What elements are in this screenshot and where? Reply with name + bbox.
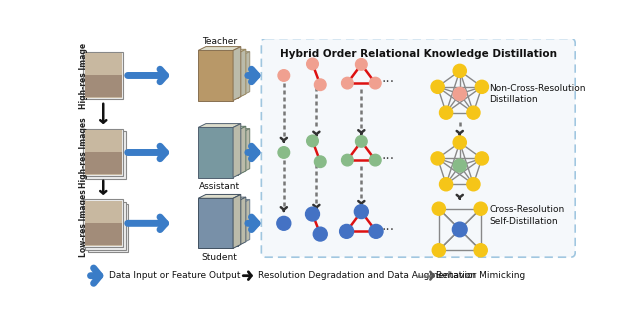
Circle shape [369, 154, 381, 166]
Text: ...: ... [381, 71, 395, 85]
FancyBboxPatch shape [85, 131, 125, 179]
Circle shape [431, 152, 444, 165]
Text: Assistant: Assistant [199, 182, 240, 191]
Circle shape [277, 216, 291, 230]
FancyBboxPatch shape [90, 206, 127, 250]
Circle shape [355, 205, 368, 219]
Polygon shape [233, 124, 241, 178]
Circle shape [476, 80, 488, 93]
Text: Behavior Mimicking: Behavior Mimicking [436, 271, 525, 280]
Polygon shape [209, 53, 238, 98]
Polygon shape [217, 56, 242, 96]
Text: Non-Cross-Resolution
Distillation: Non-Cross-Resolution Distillation [489, 83, 586, 104]
Circle shape [369, 224, 383, 238]
Polygon shape [198, 50, 233, 100]
Circle shape [369, 77, 381, 89]
Circle shape [313, 227, 327, 241]
FancyBboxPatch shape [83, 199, 124, 247]
Text: High-res Image: High-res Image [79, 42, 88, 108]
Polygon shape [209, 197, 246, 201]
Polygon shape [217, 133, 242, 172]
FancyBboxPatch shape [90, 228, 127, 249]
Text: ...: ... [381, 219, 395, 233]
FancyBboxPatch shape [84, 75, 122, 97]
Polygon shape [198, 195, 241, 198]
FancyBboxPatch shape [87, 155, 124, 176]
Polygon shape [238, 197, 246, 246]
Text: Cross-Resolution
Self-Distillation: Cross-Resolution Self-Distillation [489, 205, 564, 226]
FancyBboxPatch shape [261, 39, 575, 257]
Circle shape [453, 87, 467, 100]
Circle shape [440, 178, 452, 191]
Polygon shape [198, 198, 233, 248]
Polygon shape [198, 124, 241, 127]
Text: Hybrid Order Relational Knowledge Distillation: Hybrid Order Relational Knowledge Distil… [280, 49, 557, 59]
Circle shape [278, 70, 290, 81]
Circle shape [307, 135, 318, 147]
Circle shape [476, 152, 488, 165]
FancyBboxPatch shape [87, 133, 124, 177]
FancyBboxPatch shape [83, 52, 124, 100]
Polygon shape [198, 47, 241, 50]
Circle shape [440, 106, 452, 119]
Circle shape [453, 136, 467, 149]
Text: Resolution Degradation and Data Augmentation: Resolution Degradation and Data Augmenta… [259, 271, 476, 280]
Circle shape [355, 135, 367, 147]
FancyBboxPatch shape [84, 130, 122, 175]
Polygon shape [217, 129, 250, 133]
Polygon shape [238, 126, 246, 175]
Polygon shape [233, 47, 241, 100]
Text: Data Input or Feature Output: Data Input or Feature Output [109, 271, 241, 280]
Text: Teacher: Teacher [202, 37, 237, 46]
FancyBboxPatch shape [83, 129, 124, 176]
Text: ...: ... [381, 148, 395, 162]
Circle shape [467, 178, 480, 191]
Circle shape [340, 224, 353, 238]
Circle shape [307, 58, 318, 70]
Polygon shape [209, 201, 238, 246]
Circle shape [431, 80, 444, 93]
Circle shape [467, 106, 480, 119]
Text: Low-res Images: Low-res Images [79, 189, 88, 257]
Circle shape [342, 154, 353, 166]
Circle shape [314, 79, 326, 91]
Circle shape [314, 156, 326, 168]
Circle shape [474, 202, 487, 215]
Polygon shape [238, 49, 246, 98]
Circle shape [355, 59, 367, 70]
FancyBboxPatch shape [87, 203, 124, 248]
Polygon shape [209, 126, 246, 130]
FancyBboxPatch shape [84, 53, 122, 98]
FancyBboxPatch shape [87, 226, 124, 247]
Polygon shape [242, 52, 250, 96]
Circle shape [453, 159, 467, 172]
Circle shape [453, 64, 467, 77]
Polygon shape [217, 203, 242, 243]
Polygon shape [217, 199, 250, 203]
Polygon shape [209, 130, 238, 175]
FancyBboxPatch shape [84, 152, 122, 174]
Polygon shape [242, 199, 250, 243]
Polygon shape [217, 52, 250, 56]
Text: Student: Student [202, 253, 237, 262]
Circle shape [342, 77, 353, 89]
FancyBboxPatch shape [84, 201, 122, 246]
Polygon shape [233, 195, 241, 248]
Circle shape [474, 244, 487, 257]
Polygon shape [242, 129, 250, 172]
Circle shape [278, 147, 290, 158]
Circle shape [452, 222, 467, 237]
FancyBboxPatch shape [88, 204, 128, 252]
FancyBboxPatch shape [84, 223, 122, 245]
Circle shape [432, 202, 445, 215]
Polygon shape [209, 49, 246, 53]
Circle shape [305, 207, 319, 221]
Text: High-res Images: High-res Images [79, 117, 88, 188]
Circle shape [432, 244, 445, 257]
Polygon shape [198, 127, 233, 178]
FancyBboxPatch shape [85, 202, 125, 249]
